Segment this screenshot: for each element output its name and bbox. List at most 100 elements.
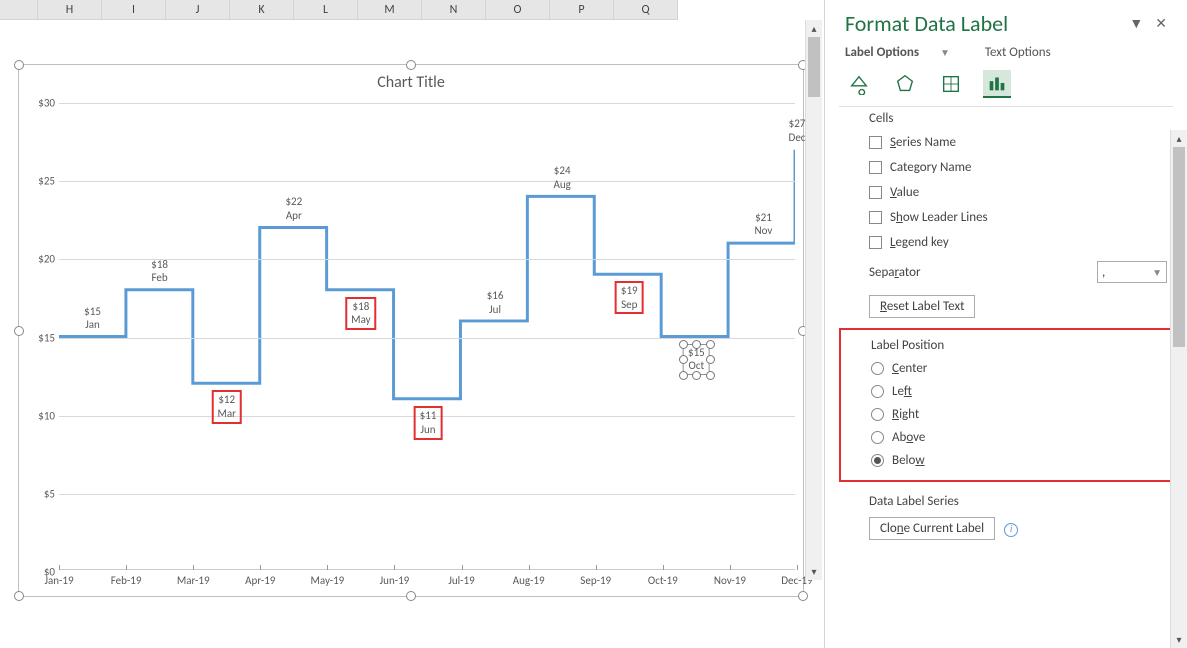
- scroll-down-icon[interactable]: ▾: [806, 563, 822, 580]
- pane-icon-row: [825, 64, 1187, 102]
- col-header[interactable]: J: [166, 0, 230, 19]
- pane-title: Format Data Label: [845, 10, 1123, 37]
- label-options-icon[interactable]: [983, 70, 1011, 98]
- data-label[interactable]: $12Mar: [211, 390, 242, 424]
- pane-scroll-thumb[interactable]: [1173, 147, 1185, 347]
- x-tick: [327, 565, 328, 570]
- col-header[interactable]: I: [102, 0, 166, 19]
- y-axis-label: $20: [38, 253, 55, 266]
- radio-row[interactable]: Right: [841, 403, 1171, 426]
- resize-handle-se[interactable]: [798, 591, 808, 601]
- checkbox-row[interactable]: Category Name: [825, 155, 1187, 180]
- label-handle[interactable]: [706, 340, 715, 349]
- x-tick: [394, 565, 395, 570]
- x-tick: [193, 565, 194, 570]
- x-axis-label: Aug-19: [513, 574, 545, 587]
- data-label[interactable]: $18May: [345, 297, 376, 331]
- y-axis-label: $15: [38, 331, 55, 344]
- label-position-section: Label Position CenterLeftRightAboveBelow: [839, 328, 1173, 482]
- resize-handle-s[interactable]: [406, 591, 416, 601]
- label-handle[interactable]: [679, 371, 688, 380]
- data-label[interactable]: $11Jun: [414, 406, 443, 440]
- col-header[interactable]: L: [294, 0, 358, 19]
- x-tick: [462, 565, 463, 570]
- clone-current-label-button[interactable]: Clone Current Label: [869, 517, 995, 540]
- worksheet-area: Chart Title $0$5$10$15$20$25$30Jan-19Feb…: [0, 20, 820, 648]
- data-label[interactable]: $19Sep: [615, 281, 644, 315]
- checkbox-row[interactable]: Legend key: [825, 230, 1187, 255]
- checkbox-row[interactable]: Series Name: [825, 130, 1187, 155]
- checkbox[interactable]: [869, 186, 882, 199]
- x-axis-label: Apr-19: [245, 574, 275, 587]
- radio-row[interactable]: Left: [841, 380, 1171, 403]
- info-icon[interactable]: i: [1004, 523, 1018, 537]
- effects-icon[interactable]: [891, 70, 919, 98]
- plot-area[interactable]: $0$5$10$15$20$25$30Jan-19Feb-19Mar-19Apr…: [59, 103, 795, 570]
- y-axis-label: $5: [44, 487, 55, 500]
- col-header[interactable]: O: [486, 0, 550, 19]
- radio-row[interactable]: Below: [841, 449, 1171, 472]
- label-handle[interactable]: [706, 371, 715, 380]
- data-label[interactable]: $22Apr: [281, 194, 306, 224]
- fill-line-icon[interactable]: [845, 70, 873, 98]
- checkbox[interactable]: [869, 161, 882, 174]
- x-tick: [797, 565, 798, 570]
- radio-row[interactable]: Center: [841, 357, 1171, 380]
- scroll-thumb[interactable]: [808, 37, 820, 97]
- x-axis-label: Jul-19: [448, 574, 474, 587]
- radio-button[interactable]: [871, 362, 884, 375]
- radio-label: Right: [892, 407, 919, 422]
- col-header[interactable]: H: [38, 0, 102, 19]
- radio-button[interactable]: [871, 454, 884, 467]
- label-handle[interactable]: [692, 340, 701, 349]
- y-axis-label: $30: [38, 97, 55, 110]
- col-header[interactable]: [0, 0, 38, 19]
- checkbox[interactable]: [869, 136, 882, 149]
- radio-row[interactable]: Above: [841, 426, 1171, 449]
- data-label[interactable]: $15Jan: [80, 304, 105, 334]
- resize-handle-nw[interactable]: [14, 60, 24, 70]
- data-label[interactable]: $24Aug: [550, 163, 575, 193]
- data-label[interactable]: $16Jul: [483, 288, 508, 318]
- col-header[interactable]: P: [550, 0, 614, 19]
- sheet-scrollbar[interactable]: ▴ ▾: [805, 20, 822, 580]
- data-label-series-title: Data Label Series: [825, 486, 1187, 511]
- pane-scroll-down-icon[interactable]: ▾: [1171, 631, 1187, 648]
- col-header[interactable]: Q: [614, 0, 678, 19]
- data-label[interactable]: $21Nov: [751, 210, 777, 240]
- checkbox-row[interactable]: Value: [825, 180, 1187, 205]
- tab-label-options[interactable]: Label Options ▼: [845, 45, 966, 60]
- resize-handle-n[interactable]: [406, 60, 416, 70]
- scroll-up-icon[interactable]: ▴: [806, 20, 822, 37]
- tab-text-options[interactable]: Text Options: [985, 45, 1051, 60]
- resize-handle-sw[interactable]: [14, 591, 24, 601]
- label-handle[interactable]: [706, 355, 715, 364]
- resize-handle-w[interactable]: [14, 326, 24, 336]
- reset-label-text-button[interactable]: Reset Label Text: [869, 295, 975, 318]
- separator-row: Separator ,▼: [825, 255, 1187, 289]
- x-tick: [730, 565, 731, 570]
- checkbox-row[interactable]: Show Leader Lines: [825, 205, 1187, 230]
- pane-tabs: Label Options ▼ Text Options: [825, 41, 1187, 64]
- col-header[interactable]: K: [230, 0, 294, 19]
- x-axis-label: May-19: [310, 574, 344, 587]
- label-handle[interactable]: [679, 340, 688, 349]
- checkbox[interactable]: [869, 211, 882, 224]
- x-axis-label: Feb-19: [111, 574, 142, 587]
- radio-button[interactable]: [871, 385, 884, 398]
- pane-close-icon[interactable]: ✕: [1149, 15, 1173, 32]
- radio-button[interactable]: [871, 408, 884, 421]
- checkbox[interactable]: [869, 236, 882, 249]
- x-tick: [126, 565, 127, 570]
- size-properties-icon[interactable]: [937, 70, 965, 98]
- col-header[interactable]: M: [358, 0, 422, 19]
- chart-object[interactable]: Chart Title $0$5$10$15$20$25$30Jan-19Feb…: [18, 64, 804, 597]
- radio-button[interactable]: [871, 431, 884, 444]
- pane-dropdown-icon[interactable]: ▼: [1123, 15, 1149, 32]
- separator-select[interactable]: ,▼: [1097, 261, 1167, 283]
- pane-scrollbar[interactable]: ▴ ▾: [1170, 130, 1187, 648]
- pane-scroll-up-icon[interactable]: ▴: [1171, 130, 1187, 147]
- data-label[interactable]: $18Feb: [147, 257, 172, 287]
- col-header[interactable]: N: [422, 0, 486, 19]
- gridline: [59, 338, 795, 339]
